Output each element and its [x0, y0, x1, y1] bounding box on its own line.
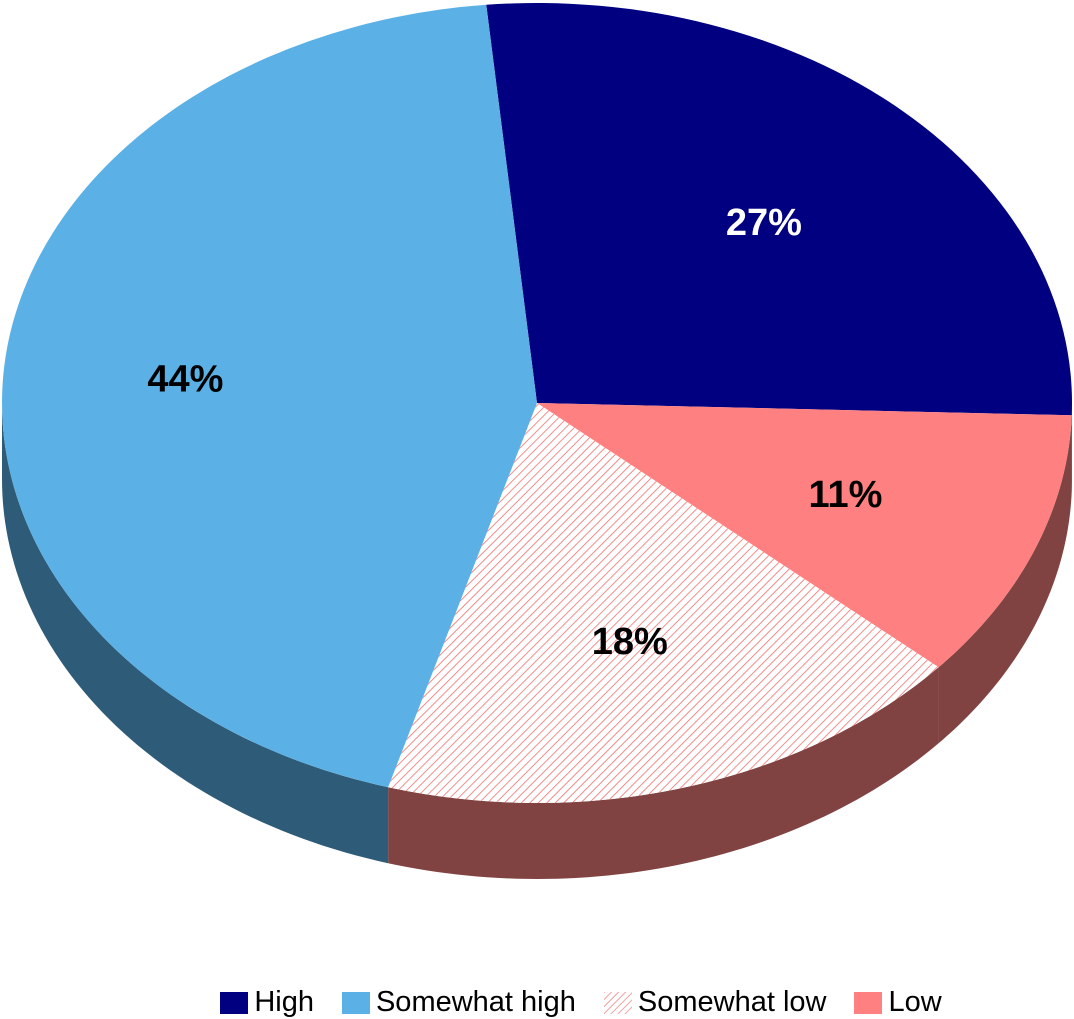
pie-label-somewhat-high: 44%	[147, 358, 223, 400]
legend-swatch-low	[854, 992, 882, 1014]
legend-label-somewhat-low: Somewhat low	[638, 986, 827, 1019]
pie-label-low: 11%	[809, 474, 883, 516]
legend-swatch-high	[220, 992, 248, 1014]
legend-item-somewhat-low: Somewhat low	[604, 986, 827, 1019]
legend: High Somewhat high Somewhat low Low	[0, 986, 1074, 1019]
legend-item-high: High	[220, 986, 314, 1019]
legend-label-low: Low	[888, 986, 941, 1019]
legend-label-somewhat-high: Somewhat high	[376, 986, 576, 1019]
pie-label-high: 27%	[726, 202, 802, 244]
legend-swatch-somewhat-low	[604, 992, 632, 1014]
legend-item-low: Low	[854, 986, 941, 1019]
legend-label-high: High	[254, 986, 314, 1019]
pie-top	[2, 3, 1072, 803]
pie-label-somewhat-low: 18%	[592, 621, 668, 663]
legend-swatch-somewhat-high	[342, 992, 370, 1014]
legend-item-somewhat-high: Somewhat high	[342, 986, 576, 1019]
